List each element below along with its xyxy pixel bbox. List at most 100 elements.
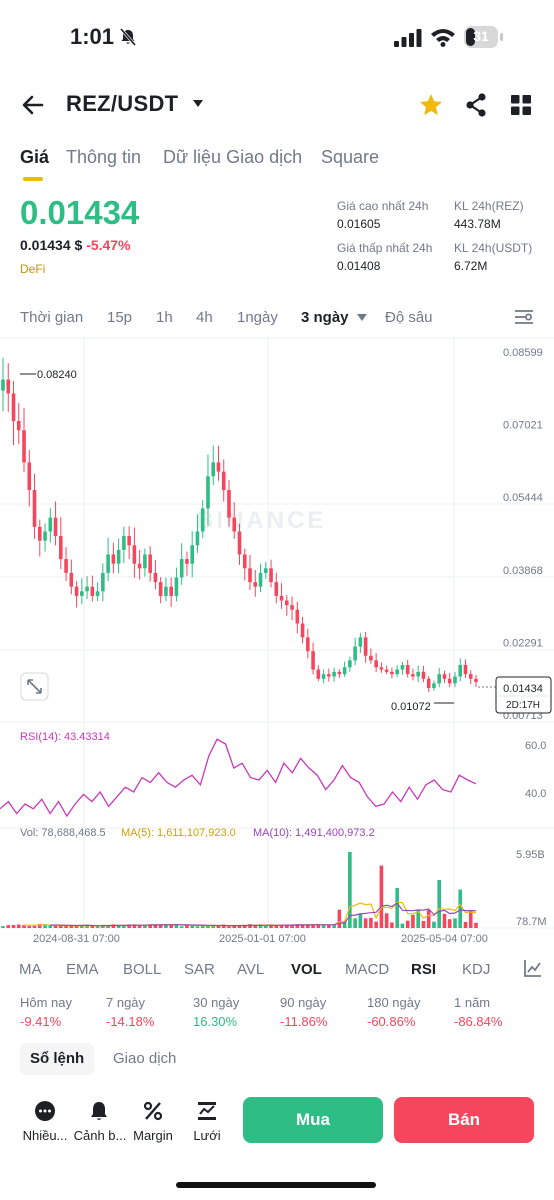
vol-usdt-label: KL 24h(USDT): [454, 241, 533, 255]
tf-3d[interactable]: 3 ngày: [301, 309, 349, 326]
tab-trades[interactable]: Giao dịch: [113, 1050, 177, 1067]
volume-bar: [22, 925, 26, 928]
candle-body: [143, 554, 147, 569]
grid-bot-icon[interactable]: [196, 1100, 218, 1122]
margin-label[interactable]: Margin: [133, 1128, 173, 1143]
candle-body: [369, 655, 373, 661]
tf-15m[interactable]: 15p: [107, 309, 133, 326]
ind-ema[interactable]: EMA: [66, 961, 99, 978]
grid-label[interactable]: Lưới: [193, 1128, 221, 1143]
candle-body: [379, 667, 384, 670]
volume-bar: [263, 925, 268, 928]
sell-button[interactable]: Bán: [394, 1097, 534, 1143]
ind-sar[interactable]: SAR: [184, 961, 215, 978]
perf-7d-value: -14.18%: [106, 1014, 155, 1029]
current-price-box: [495, 676, 552, 714]
volume-bar: [342, 921, 347, 928]
tab-order-book[interactable]: Sổ lệnh: [30, 1050, 85, 1067]
tf-time[interactable]: Thời gian: [20, 309, 84, 326]
low-24h-value: 0.01408: [337, 259, 381, 273]
more-label[interactable]: Nhiều...: [22, 1128, 68, 1143]
candle-body: [211, 462, 216, 477]
category-tag[interactable]: DeFi: [20, 262, 46, 276]
indicator-settings-icon[interactable]: [523, 958, 543, 978]
bell-icon[interactable]: [88, 1100, 110, 1122]
tf-dropdown-icon[interactable]: [357, 314, 367, 322]
volume-bar: [95, 926, 100, 928]
pair-dropdown-icon[interactable]: [192, 99, 204, 109]
price-axis-label: 0.05444: [503, 492, 543, 504]
buy-button[interactable]: Mua: [243, 1097, 383, 1143]
volume-bar: [327, 925, 331, 928]
pair-title[interactable]: REZ/USDT: [66, 91, 179, 116]
tf-1d[interactable]: 1ngày: [237, 309, 278, 326]
candle-body: [11, 393, 16, 422]
volume-bar: [148, 924, 152, 928]
low-24h-label: Giá thấp nhất 24h: [337, 241, 433, 255]
volume-bar: [74, 925, 79, 928]
volume-bar: [116, 925, 121, 928]
ind-ma[interactable]: MA: [19, 961, 42, 978]
margin-percent-icon[interactable]: [142, 1100, 164, 1122]
tab-square[interactable]: Square: [321, 147, 380, 167]
tf-1h[interactable]: 1h: [156, 309, 173, 326]
volume-bar: [216, 925, 221, 928]
candle-body: [190, 545, 194, 564]
volume-bar: [306, 925, 310, 928]
volume-bar: [143, 925, 147, 928]
candle-body: [426, 678, 431, 688]
ind-avl[interactable]: AVL: [237, 961, 265, 978]
ind-vol[interactable]: VOL: [291, 961, 322, 978]
volume-bar: [1, 926, 5, 928]
last-price: 0.01434: [20, 194, 140, 231]
volume-bar: [137, 925, 142, 928]
layout-grid-icon[interactable]: [510, 94, 532, 116]
tf-4h[interactable]: 4h: [196, 309, 213, 326]
volume-bar: [37, 924, 42, 928]
volume-bar: [295, 924, 300, 928]
perf-30d-value: 16.30%: [193, 1014, 238, 1029]
date-tick-3: 2025-05-04 07:00: [401, 933, 488, 945]
tab-trading-data[interactable]: Dữ liệu Giao dịch: [163, 147, 303, 167]
volume-bar: [27, 926, 32, 928]
volume-bar: [164, 924, 168, 928]
back-arrow-icon[interactable]: [20, 92, 46, 118]
share-icon[interactable]: [464, 92, 488, 118]
ind-boll[interactable]: BOLL: [123, 961, 162, 978]
chart-settings-icon[interactable]: [514, 308, 534, 326]
volume-bar: [290, 924, 294, 928]
favorite-star-icon[interactable]: [418, 92, 444, 118]
volume-bar: [43, 924, 47, 928]
alert-label[interactable]: Cảnh b...: [73, 1128, 127, 1143]
perf-7d-label: 7 ngày: [106, 995, 146, 1010]
home-indicator[interactable]: [176, 1182, 376, 1188]
price-axis-label: 0.03868: [503, 565, 543, 577]
volume-bar: [32, 925, 37, 928]
ind-rsi[interactable]: RSI: [411, 961, 437, 978]
volume-bar: [258, 924, 263, 928]
ind-kdj[interactable]: KDJ: [462, 961, 491, 978]
more-icon[interactable]: [34, 1100, 56, 1122]
volume-bar: [242, 925, 247, 928]
ma5-label: MA(5): 1,611,107,923.0: [121, 827, 236, 839]
volume-bar: [453, 918, 457, 928]
candle-body: [169, 586, 173, 596]
candle-body: [237, 531, 242, 555]
tab-info[interactable]: Thông tin: [66, 147, 142, 167]
volume-bar: [69, 925, 74, 928]
volume-bar: [195, 926, 200, 928]
candle-body: [69, 572, 74, 587]
tf-depth[interactable]: Độ sâu: [385, 309, 433, 326]
price-chart[interactable]: BINANCE 0.08599 0.07021 0.05444 0.03868 0.02…: [0, 336, 554, 946]
candle-body: [153, 572, 158, 583]
volume-bar: [311, 924, 315, 928]
volume-bar: [316, 924, 321, 928]
candle-body: [395, 669, 399, 675]
ind-macd[interactable]: MACD: [345, 961, 390, 978]
candle-body: [442, 674, 447, 679]
perf-180d-value: -60.86%: [367, 1014, 416, 1029]
candle-body: [195, 531, 200, 546]
volume-bar: [442, 913, 447, 928]
tab-price[interactable]: Giá: [20, 147, 50, 167]
candle-body: [332, 671, 336, 677]
